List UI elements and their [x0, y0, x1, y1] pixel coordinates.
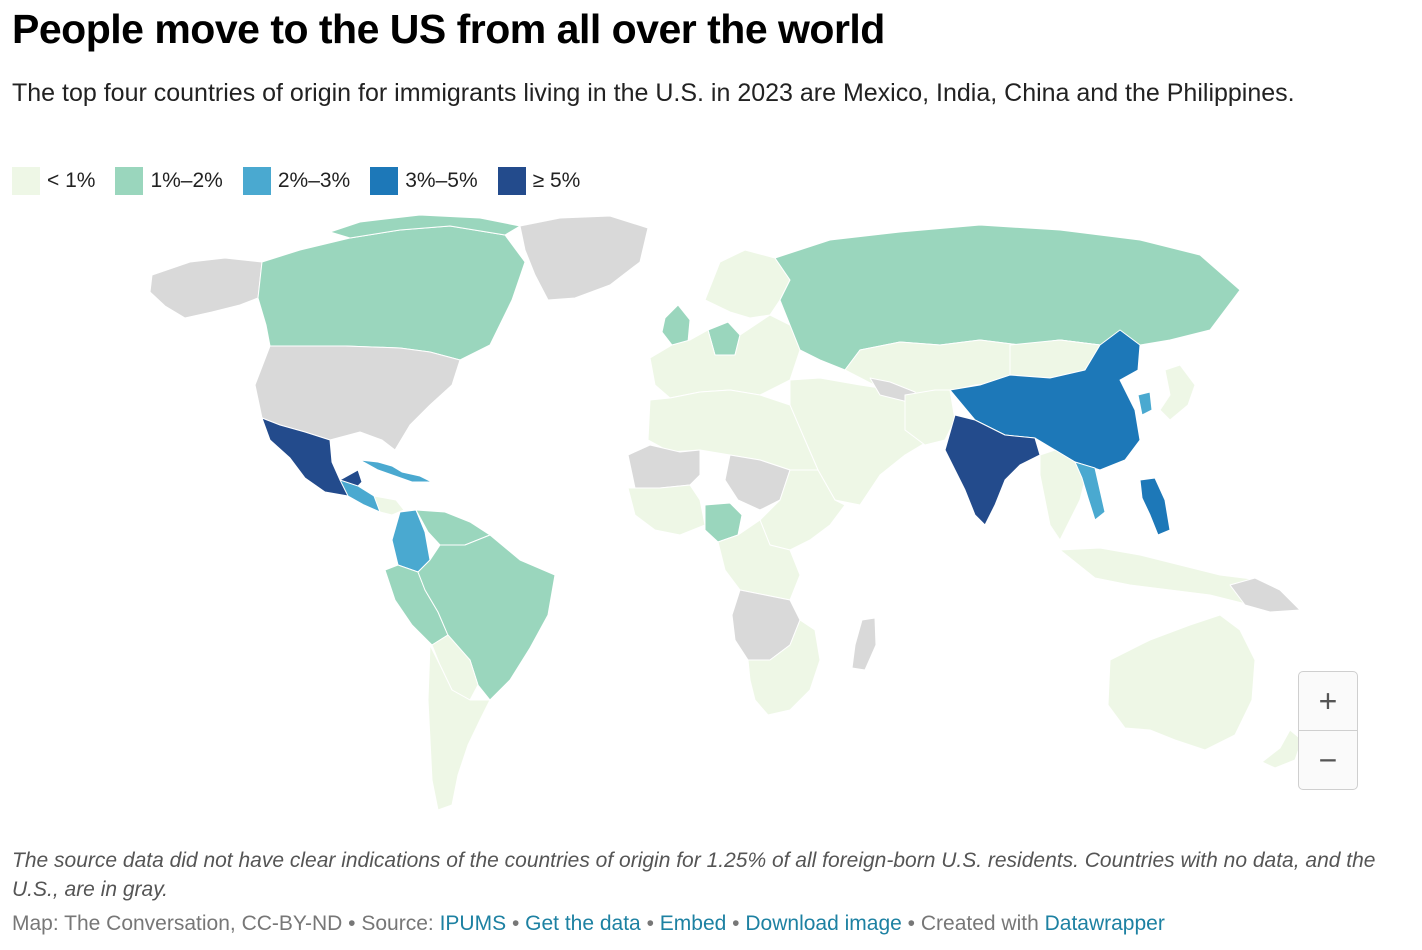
legend-label: 1%–2% [150, 169, 223, 192]
papua[interactable] [1229, 577, 1301, 613]
sahel-nodata[interactable] [724, 454, 791, 511]
created-with-prefix: Created with [920, 912, 1039, 935]
uk-ireland[interactable] [661, 304, 691, 346]
southern-cone[interactable] [427, 644, 491, 811]
separator: • [646, 912, 654, 935]
west-africa-nodata[interactable] [627, 444, 701, 489]
japan[interactable] [1159, 364, 1196, 421]
legend-swatch [12, 167, 40, 195]
source-prefix: Source: [361, 912, 434, 935]
greenland[interactable] [519, 215, 649, 301]
world-map[interactable] [0, 205, 1422, 825]
datawrapper-link[interactable]: Datawrapper [1044, 912, 1165, 935]
separator: • [907, 912, 916, 935]
legend: < 1% 1%–2% 2%–3% 3%–5% ≥ 5% [12, 167, 600, 195]
panama-area[interactable] [373, 495, 405, 516]
canada[interactable] [257, 225, 526, 361]
zoom-control: + − [1298, 671, 1358, 790]
southeast-asia[interactable] [1039, 449, 1086, 541]
alaska[interactable] [149, 257, 263, 319]
embed-link[interactable]: Embed [659, 912, 727, 935]
chart-notes: The source data did not have clear indic… [12, 849, 1376, 901]
legend-label: 3%–5% [405, 169, 478, 192]
brazil[interactable] [417, 534, 556, 701]
zoom-in-button[interactable]: + [1318, 682, 1338, 719]
chart-title: People move to the US from all over the … [12, 6, 885, 52]
legend-label: 2%–3% [277, 169, 351, 192]
chart-subtitle: The top four countries of origin for imm… [12, 79, 1295, 107]
central-africa[interactable] [717, 519, 801, 601]
map-credit: Map: The Conversation, CC-BY-ND [12, 912, 343, 935]
legend-label: ≥ 5% [532, 169, 581, 192]
source-link[interactable]: IPUMS [439, 912, 507, 935]
zoom-out-button[interactable]: − [1299, 730, 1357, 789]
footer: Map: The Conversation, CC-BY-ND • Source… [12, 912, 1165, 936]
legend-item: < 1% [12, 167, 95, 195]
china[interactable] [949, 329, 1141, 471]
separator: • [348, 912, 356, 935]
korea[interactable] [1137, 391, 1153, 416]
vietnam[interactable] [1074, 461, 1106, 521]
legend-item: ≥ 5% [497, 167, 581, 195]
india[interactable] [944, 414, 1041, 526]
separator: • [732, 912, 740, 935]
legend-label: < 1% [47, 169, 96, 192]
legend-swatch [370, 167, 399, 195]
australia[interactable] [1107, 614, 1256, 751]
philippines[interactable] [1139, 477, 1171, 536]
separator: • [511, 912, 520, 935]
legend-swatch [242, 167, 271, 195]
get-data-link[interactable]: Get the data [525, 912, 641, 935]
download-image-link[interactable]: Download image [745, 912, 902, 935]
legend-swatch [497, 167, 526, 195]
legend-swatch [115, 167, 144, 195]
caribbean[interactable] [359, 459, 433, 483]
madagascar[interactable] [851, 617, 877, 671]
west-africa[interactable] [627, 484, 706, 536]
legend-item: 3%–5% [370, 167, 478, 195]
east-africa[interactable] [759, 469, 846, 551]
new-zealand[interactable] [1261, 729, 1303, 769]
mexico[interactable] [261, 417, 363, 497]
pakistan-afghanistan[interactable] [904, 389, 956, 446]
legend-item: 2%–3% [242, 167, 351, 195]
legend-item: 1%–2% [115, 167, 223, 195]
canada-islands[interactable] [329, 214, 521, 239]
southern-africa[interactable] [747, 619, 821, 716]
